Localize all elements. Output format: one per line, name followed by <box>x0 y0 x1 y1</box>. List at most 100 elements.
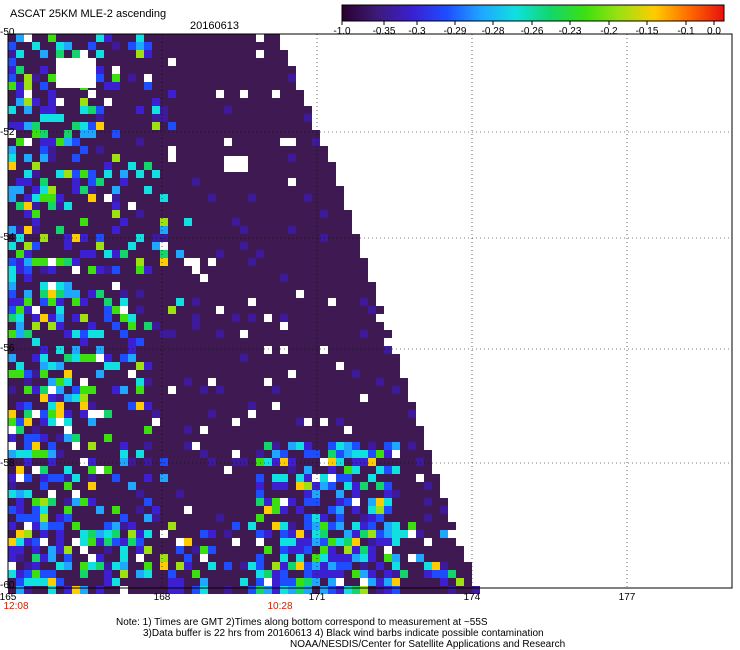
swath-cell <box>424 530 432 538</box>
swath-cell <box>96 306 104 314</box>
swath-cell <box>80 258 88 266</box>
swath-cell <box>328 378 336 386</box>
swath-cell <box>248 450 256 458</box>
swath-cell <box>192 442 200 450</box>
swath-cell <box>312 394 320 402</box>
swath-cell <box>344 346 352 354</box>
swath-cell <box>440 514 448 522</box>
swath-cell <box>64 538 72 546</box>
swath-cell <box>128 330 136 338</box>
swath-cell <box>360 314 368 322</box>
swath-cell <box>80 418 88 426</box>
swath-cell <box>424 498 432 506</box>
swath-cell <box>8 242 16 250</box>
swath-cell <box>104 242 112 250</box>
swath-cell <box>160 474 168 482</box>
swath-cell <box>152 242 160 250</box>
swath-cell <box>248 146 256 154</box>
swath-cell <box>80 306 88 314</box>
swath-cell <box>80 146 88 154</box>
swath-cell <box>320 434 328 442</box>
swath-cell <box>144 410 152 418</box>
swath-cell <box>16 242 24 250</box>
swath-cell <box>336 530 344 538</box>
swath-cell <box>336 498 344 506</box>
swath-cell <box>264 538 272 546</box>
swath-cell <box>400 498 408 506</box>
swath-cell <box>272 442 280 450</box>
swath-cell <box>200 530 208 538</box>
swath-cell <box>408 442 416 450</box>
swath-cell <box>48 370 56 378</box>
swath-cell <box>168 482 176 490</box>
swath-cell <box>288 362 296 370</box>
swath-cell <box>160 450 168 458</box>
swath-cell <box>232 490 240 498</box>
swath-cell <box>288 194 296 202</box>
swath-cell <box>240 226 248 234</box>
swath-cell <box>32 106 40 114</box>
swath-cell <box>352 450 360 458</box>
swath-cell <box>288 506 296 514</box>
swath-cell <box>176 442 184 450</box>
swath-cell <box>256 130 264 138</box>
swath-cell <box>152 154 160 162</box>
swath-cell <box>72 562 80 570</box>
swath-cell <box>392 386 400 394</box>
swath-cell <box>184 146 192 154</box>
swath-cell <box>168 154 176 162</box>
swath-cell <box>88 538 96 546</box>
swath-cell <box>376 378 384 386</box>
swath-cell <box>136 42 144 50</box>
swath-cell <box>136 298 144 306</box>
swath-cell <box>288 186 296 194</box>
swath-cell <box>64 130 72 138</box>
swath-cell <box>112 402 120 410</box>
swath-cell <box>40 530 48 538</box>
swath-cell <box>344 378 352 386</box>
swath-cell <box>392 402 400 410</box>
swath-cell <box>344 402 352 410</box>
swath-cell <box>184 34 192 42</box>
swath-cell <box>160 546 168 554</box>
swath-cell <box>136 322 144 330</box>
swath-cell <box>288 202 296 210</box>
swath-cell <box>424 586 432 594</box>
swath-cell <box>216 58 224 66</box>
swath-cell <box>368 306 376 314</box>
swath-cell <box>264 578 272 586</box>
swath-cell <box>152 266 160 274</box>
swath-cell <box>216 418 224 426</box>
swath-cell <box>104 282 112 290</box>
swath-cell <box>160 218 168 226</box>
swath-cell <box>72 226 80 234</box>
swath-cell <box>8 162 16 170</box>
swath-cell <box>32 258 40 266</box>
swath-cell <box>8 154 16 162</box>
swath-cell <box>32 546 40 554</box>
swath-cell <box>224 314 232 322</box>
swath-cell <box>232 322 240 330</box>
swath-cell <box>104 42 112 50</box>
swath-cell <box>464 578 472 586</box>
swath-cell <box>224 386 232 394</box>
swath-cell <box>144 490 152 498</box>
swath-cell <box>72 34 80 42</box>
lat-label-56: -56 <box>0 343 14 354</box>
swath-cell <box>8 106 16 114</box>
swath-cell <box>32 58 40 66</box>
swath-cell <box>200 394 208 402</box>
swath-cell <box>424 562 432 570</box>
swath-cell <box>56 178 64 186</box>
swath-cell <box>216 570 224 578</box>
swath-cell <box>192 154 200 162</box>
swath-cell <box>384 346 392 354</box>
swath-cell <box>232 314 240 322</box>
swath-cell <box>112 570 120 578</box>
swath-cell <box>392 522 400 530</box>
swath-cell <box>120 402 128 410</box>
swath-cell <box>328 290 336 298</box>
swath-cell <box>64 554 72 562</box>
swath-cell <box>104 306 112 314</box>
swath-cell <box>144 50 152 58</box>
